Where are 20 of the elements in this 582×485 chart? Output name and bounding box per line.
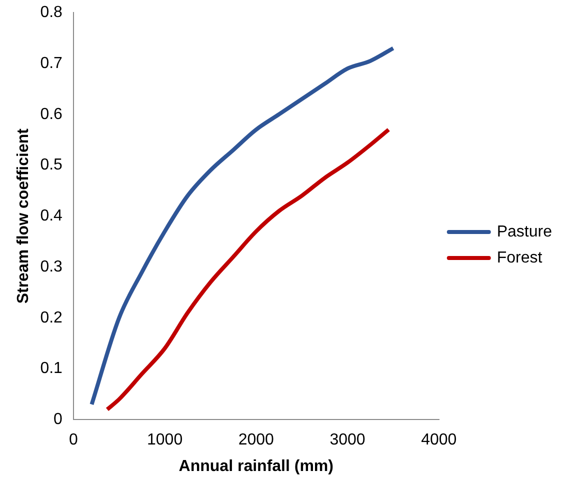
line-series xyxy=(90,46,396,406)
y-tick-label: 0.7 xyxy=(40,54,63,72)
y-tick-label: 0.2 xyxy=(40,309,63,326)
y-tick-label: 0 xyxy=(54,411,63,428)
y-tick-label: 0.1 xyxy=(40,360,63,378)
y-tick-label: 0.3 xyxy=(40,258,63,276)
x-tick-label: 2000 xyxy=(238,432,274,449)
y-tick-label: 0.8 xyxy=(40,4,63,22)
legend-label: Forest xyxy=(496,249,543,266)
x-tick-label: 1000 xyxy=(147,432,183,449)
y-tick-label: 0.6 xyxy=(40,106,63,123)
legend-label: Pasture xyxy=(496,223,552,240)
y-tick-label: 0.5 xyxy=(40,156,63,174)
y-tick-label: 0.4 xyxy=(40,208,63,225)
x-tick-label: 4000 xyxy=(421,432,457,449)
y-axis-title: Stream flow coefficient xyxy=(15,128,32,304)
x-tick-label: 0 xyxy=(68,432,78,449)
x-tick-label: 3000 xyxy=(330,432,366,449)
line-series xyxy=(105,128,391,412)
x-axis-title: Annual rainfall (mm) xyxy=(178,458,334,475)
